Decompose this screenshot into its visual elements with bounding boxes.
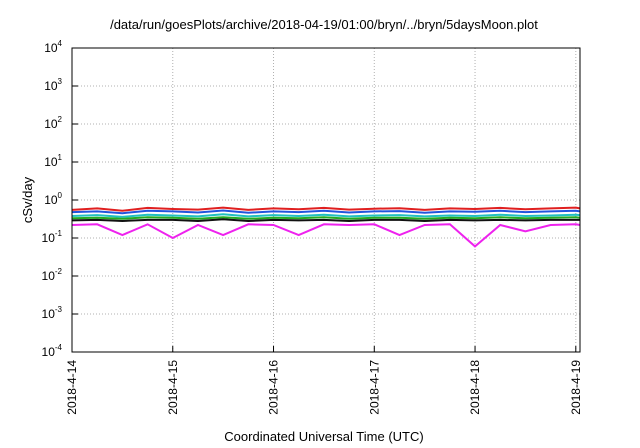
series-line-1 (71, 206, 581, 212)
y-tick-label: 104 (44, 39, 62, 55)
y-tick-label: 10-3 (42, 305, 63, 321)
y-tick-label: 10-2 (42, 267, 63, 283)
series-line-5 (71, 218, 580, 223)
y-axis-label: cSv/day (20, 176, 35, 223)
x-tick-label: 2018-4-19 (569, 360, 583, 415)
plot-frame (71, 47, 581, 353)
x-tick-label: 2018-4-14 (65, 360, 79, 415)
x-tick-label: 2018-4-16 (267, 360, 281, 415)
series-line-4 (71, 216, 581, 220)
x-tick-label: 2018-4-17 (367, 360, 381, 415)
series-line-2 (71, 209, 581, 215)
x-axis-label: Coordinated Universal Time (UTC) (224, 429, 423, 444)
grid (71, 47, 580, 353)
x-tick-label: 2018-4-15 (166, 360, 180, 415)
y-tick-label: 103 (44, 77, 62, 93)
y-tick-label: 101 (44, 153, 62, 169)
chart-title: /data/run/goesPlots/archive/2018-04-19/0… (110, 17, 538, 32)
y-tick-label: 100 (44, 191, 62, 207)
series-line-6 (71, 223, 581, 248)
series-lines (71, 206, 581, 248)
x-tick-labels: 2018-4-14 2018-4-15 2018-4-16 2018-4-17 2018… (65, 360, 583, 415)
y-tick-label: 10-1 (42, 229, 63, 245)
y-tick-label: 102 (44, 115, 62, 131)
x-tick-label: 2018-4-18 (468, 360, 482, 415)
y-tick-labels: 10-4 10-3 10-2 10-1 100 101 102 103 104 (42, 39, 63, 359)
y-tick-label: 10-4 (42, 343, 63, 359)
series-line-3 (71, 213, 581, 218)
